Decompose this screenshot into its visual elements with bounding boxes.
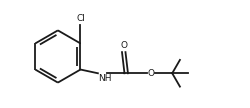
Text: O: O — [147, 69, 154, 78]
Text: Cl: Cl — [76, 14, 85, 23]
Text: NH: NH — [98, 74, 112, 83]
Text: O: O — [120, 41, 127, 50]
